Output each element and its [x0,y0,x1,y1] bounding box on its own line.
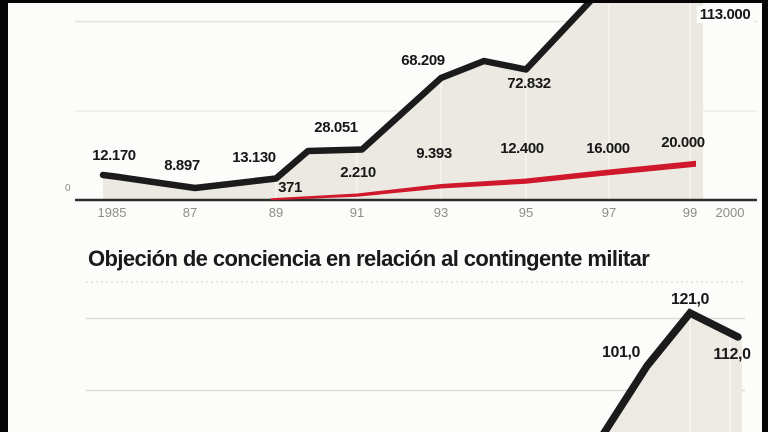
y-axis-zero-label: 0 [65,183,71,194]
x-tick-89: 89 [268,205,284,220]
value-label-red-1991: 2.210 [340,164,376,181]
value-label-bottom-112: 112,0 [713,346,751,363]
value-label-black-1985: 12.170 [92,147,136,164]
letterbox-left [0,0,8,432]
red-data-line [271,160,696,201]
bottom-chart-title: Objeción de conciencia en relación al co… [88,246,650,271]
value-label-red-1989: 371 [278,179,302,196]
bottom-area-fill [604,313,742,432]
x-tick-97: 97 [601,205,617,220]
black-data-line-top [99,0,596,192]
value-label-red-1999: 20.000 [661,134,705,151]
value-label-black-1991: 28.051 [314,119,358,136]
value-label-black-1993: 68.209 [401,52,445,69]
x-tick-87: 87 [182,205,198,220]
letterbox-right [762,0,768,432]
value-label-red-1993: 9.393 [416,145,452,162]
top-area-fill [103,0,703,200]
value-label-black-1987: 8.897 [164,157,200,174]
value-label-black-1989: 13.130 [232,149,276,166]
x-tick-1985: 1985 [97,205,127,220]
value-label-black-2000: 113.000 [696,6,754,23]
x-tick-91: 91 [349,205,365,220]
value-label-red-1997: 16.000 [586,140,630,157]
x-tick-2000: 2000 [715,205,745,220]
x-tick-95: 95 [518,205,534,220]
value-label-black-1995: 72.832 [507,75,551,92]
value-label-bottom-101: 101,0 [601,344,641,361]
black-data-line-bottom [600,308,742,432]
x-tick-99: 99 [682,205,698,220]
value-label-red-1995: 12.400 [500,140,544,157]
x-tick-93: 93 [433,205,449,220]
value-label-bottom-121: 121,0 [670,291,710,308]
letterbox-top [0,0,768,3]
